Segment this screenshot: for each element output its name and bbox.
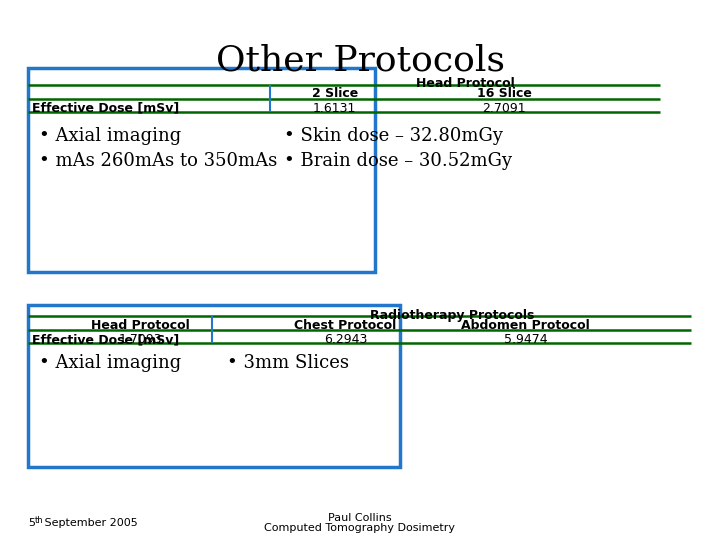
Text: • Axial imaging: • Axial imaging [39, 354, 181, 372]
Text: 2 Slice: 2 Slice [312, 87, 358, 100]
Text: Abdomen Protocol: Abdomen Protocol [462, 319, 590, 332]
Text: 1.7093: 1.7093 [119, 333, 162, 346]
Text: 2.7091: 2.7091 [482, 102, 526, 114]
Text: • Skin dose – 32.80mGy: • Skin dose – 32.80mGy [284, 127, 503, 145]
Text: September 2005: September 2005 [41, 518, 138, 529]
Bar [28, 305, 400, 467]
Text: • 3mm Slices: • 3mm Slices [227, 354, 348, 372]
Text: Paul Collins: Paul Collins [328, 513, 392, 523]
Text: Chest Protocol: Chest Protocol [294, 319, 397, 332]
Text: Radiotherapy Protocols: Radiotherapy Protocols [369, 309, 534, 322]
Text: 6.2943: 6.2943 [324, 333, 367, 346]
Text: Other Protocols: Other Protocols [215, 43, 505, 77]
Text: Effective Dose [mSv]: Effective Dose [mSv] [32, 102, 179, 114]
Text: 16 Slice: 16 Slice [477, 87, 531, 100]
Text: Computed Tomography Dosimetry: Computed Tomography Dosimetry [264, 523, 456, 533]
Text: • Axial imaging: • Axial imaging [39, 127, 181, 145]
Text: 5: 5 [28, 518, 35, 529]
Text: Head Protocol: Head Protocol [415, 77, 515, 90]
Text: th: th [35, 516, 43, 525]
Text: 5.9474: 5.9474 [504, 333, 547, 346]
Text: Head Protocol: Head Protocol [91, 319, 190, 332]
Text: 1.6131: 1.6131 [313, 102, 356, 114]
Text: Effective Dose [mSv]: Effective Dose [mSv] [32, 333, 179, 346]
Bar [28, 68, 375, 272]
Text: • mAs 260mAs to 350mAs: • mAs 260mAs to 350mAs [39, 152, 277, 170]
Text: • Brain dose – 30.52mGy: • Brain dose – 30.52mGy [284, 152, 513, 170]
